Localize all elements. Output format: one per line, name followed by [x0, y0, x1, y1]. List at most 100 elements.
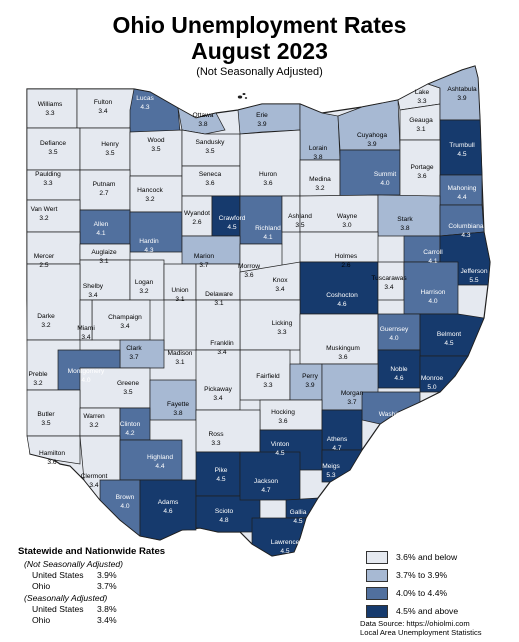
legend-swatch: [366, 568, 388, 582]
county-rate: 3.1: [214, 300, 223, 307]
county-name: Medina: [309, 176, 331, 183]
county-rate: 3.4: [275, 286, 284, 293]
county-name: Miami: [77, 325, 95, 332]
county-shape: [79, 299, 93, 341]
county-rate: 3.5: [295, 222, 304, 229]
rate-value: 3.8%: [97, 604, 117, 614]
county-name: Hocking: [271, 409, 295, 416]
county-shape: [26, 199, 81, 233]
county-name: Pike: [215, 467, 228, 474]
county-shape: [419, 313, 485, 357]
rate-name: United States: [32, 570, 84, 580]
data-source: Data Source: https://ohiolmi.com Local A…: [360, 619, 482, 637]
county-shape: [129, 211, 183, 253]
county-name: Stark: [397, 216, 413, 223]
county-rate: 3.0: [342, 222, 351, 229]
county-rate: 3.8: [400, 225, 409, 232]
legend-item: 3.7% to 3.9%: [366, 566, 516, 584]
county-shape: [26, 263, 81, 341]
county-rate: 3.3: [263, 382, 272, 389]
county-name: Madison: [168, 350, 193, 357]
county-name: Williams: [38, 101, 63, 108]
lake-island-icon: [237, 95, 243, 99]
county-name: Greene: [117, 380, 139, 387]
source-line: Local Area Unemployment Statistics: [360, 628, 482, 637]
county-name: Clark: [126, 345, 142, 352]
county-name: Lawrence: [271, 539, 300, 546]
county-rate: 3.8: [198, 121, 207, 128]
sa-label: (Seasonally Adjusted): [24, 593, 108, 603]
county-rate: 5.3: [326, 472, 335, 479]
county-rate: 4.0: [120, 503, 129, 510]
map-legend: 3.6% and below 3.7% to 3.9% 4.0% to 4.4%…: [366, 548, 516, 620]
county-name: Ashland: [288, 213, 312, 220]
county-shape: [79, 127, 131, 171]
rates-heading: Statewide and Nationwide Rates: [18, 546, 166, 557]
county-rate: 3.2: [41, 322, 50, 329]
county-name: Morgan: [341, 390, 364, 397]
county-name: Putnam: [93, 181, 116, 188]
county-shape: [419, 355, 469, 393]
source-line: Data Source: https://ohiolmi.com: [360, 619, 470, 628]
legend-swatch: [366, 586, 388, 600]
lake-island-icon: [244, 97, 248, 99]
county-name: Hamilton: [39, 450, 65, 457]
county-name: Union: [171, 287, 189, 294]
county-rate: 3.3: [211, 440, 220, 447]
map-title: Ohio Unemployment Rates: [112, 12, 407, 38]
county-rate: 4.5: [457, 151, 466, 158]
county-rate: 3.9: [457, 95, 466, 102]
county-name: Gallia: [290, 509, 307, 516]
county-rate: 3.6: [205, 180, 214, 187]
county-rate: 3.1: [175, 359, 184, 366]
county-shape: [403, 261, 459, 315]
county-rate: 3.8: [173, 410, 182, 417]
county-rate: 4.0: [428, 298, 437, 305]
county-rate: 4.7: [261, 487, 270, 494]
rate-row: Ohio 3.7%: [32, 581, 218, 592]
county-rate: 3.1: [175, 296, 184, 303]
county-rate: 3.6: [263, 180, 272, 187]
county-rate: 3.3: [277, 329, 286, 336]
county-rate: 3.4: [81, 334, 90, 341]
rate-name: Ohio: [32, 581, 51, 591]
legend-label: 3.6% and below: [396, 552, 458, 562]
legend-swatch: [366, 550, 388, 564]
county-rate: 4.5: [275, 450, 284, 457]
county-name: Butler: [37, 411, 55, 418]
county-shape: [237, 103, 301, 135]
county-rate: 2.6: [341, 262, 350, 269]
county-rate: 3.5: [105, 150, 114, 157]
county-name: Adams: [158, 499, 179, 506]
county-rate: 3.7: [347, 399, 356, 406]
county-name: Trumbull: [449, 142, 475, 149]
county-rate: 4.0: [81, 377, 90, 384]
county-rate: 4.4: [457, 194, 466, 201]
county-name: Ottawa: [193, 112, 214, 119]
county-rate: 3.6: [417, 173, 426, 180]
county-rate: 4.0: [380, 180, 389, 187]
county-rate: 2.5: [39, 262, 48, 269]
rate-row: Ohio 3.4%: [32, 615, 218, 626]
county-rate: 3.9: [305, 382, 314, 389]
county-rate: 3.3: [45, 110, 54, 117]
county-rate: 3.2: [139, 288, 148, 295]
county-name: Jackson: [254, 478, 279, 485]
rate-value: 3.9%: [97, 570, 117, 580]
county-name: Wayne: [337, 213, 358, 220]
county-name: Noble: [390, 366, 408, 373]
county-rate: 3.5: [41, 420, 50, 427]
statewide-rates-panel: Statewide and Nationwide Rates (Not Seas…: [18, 546, 218, 626]
county-name: Columbiana: [448, 223, 484, 230]
county-shape: [195, 495, 261, 533]
county-rate: 3.7: [129, 354, 138, 361]
county-name: Pickaway: [204, 386, 233, 393]
county-shape: [195, 409, 261, 453]
county-rate: 3.2: [33, 380, 42, 387]
county-rate: 2.6: [192, 219, 201, 226]
county-name: Ross: [208, 431, 224, 438]
county-shape: [195, 451, 241, 497]
county-rate: 3.6: [244, 272, 253, 279]
county-name: Lake: [415, 89, 430, 96]
county-rate: 3.7: [199, 262, 208, 269]
